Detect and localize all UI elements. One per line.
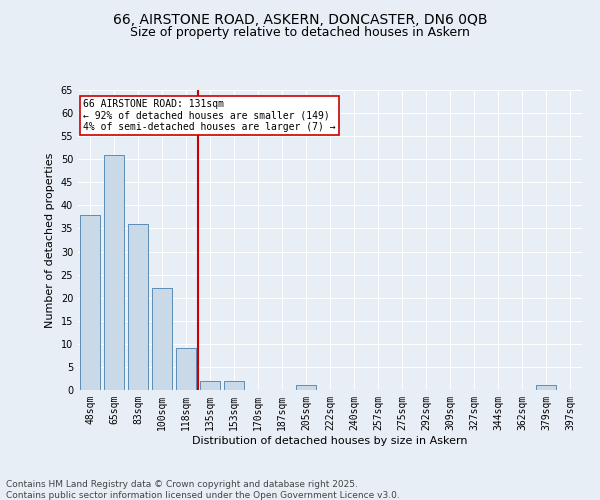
Bar: [176, 348, 196, 390]
Bar: [80, 214, 100, 390]
Bar: [104, 154, 124, 390]
Bar: [200, 381, 220, 390]
Text: Contains HM Land Registry data © Crown copyright and database right 2025.
Contai: Contains HM Land Registry data © Crown c…: [6, 480, 400, 500]
Y-axis label: Number of detached properties: Number of detached properties: [45, 152, 55, 328]
X-axis label: Distribution of detached houses by size in Askern: Distribution of detached houses by size …: [192, 436, 468, 446]
Bar: [152, 288, 172, 390]
Text: Size of property relative to detached houses in Askern: Size of property relative to detached ho…: [130, 26, 470, 39]
Bar: [296, 386, 316, 390]
Bar: [224, 381, 244, 390]
Bar: [128, 224, 148, 390]
Bar: [536, 386, 556, 390]
Text: 66 AIRSTONE ROAD: 131sqm
← 92% of detached houses are smaller (149)
4% of semi-d: 66 AIRSTONE ROAD: 131sqm ← 92% of detach…: [83, 99, 335, 132]
Text: 66, AIRSTONE ROAD, ASKERN, DONCASTER, DN6 0QB: 66, AIRSTONE ROAD, ASKERN, DONCASTER, DN…: [113, 12, 487, 26]
